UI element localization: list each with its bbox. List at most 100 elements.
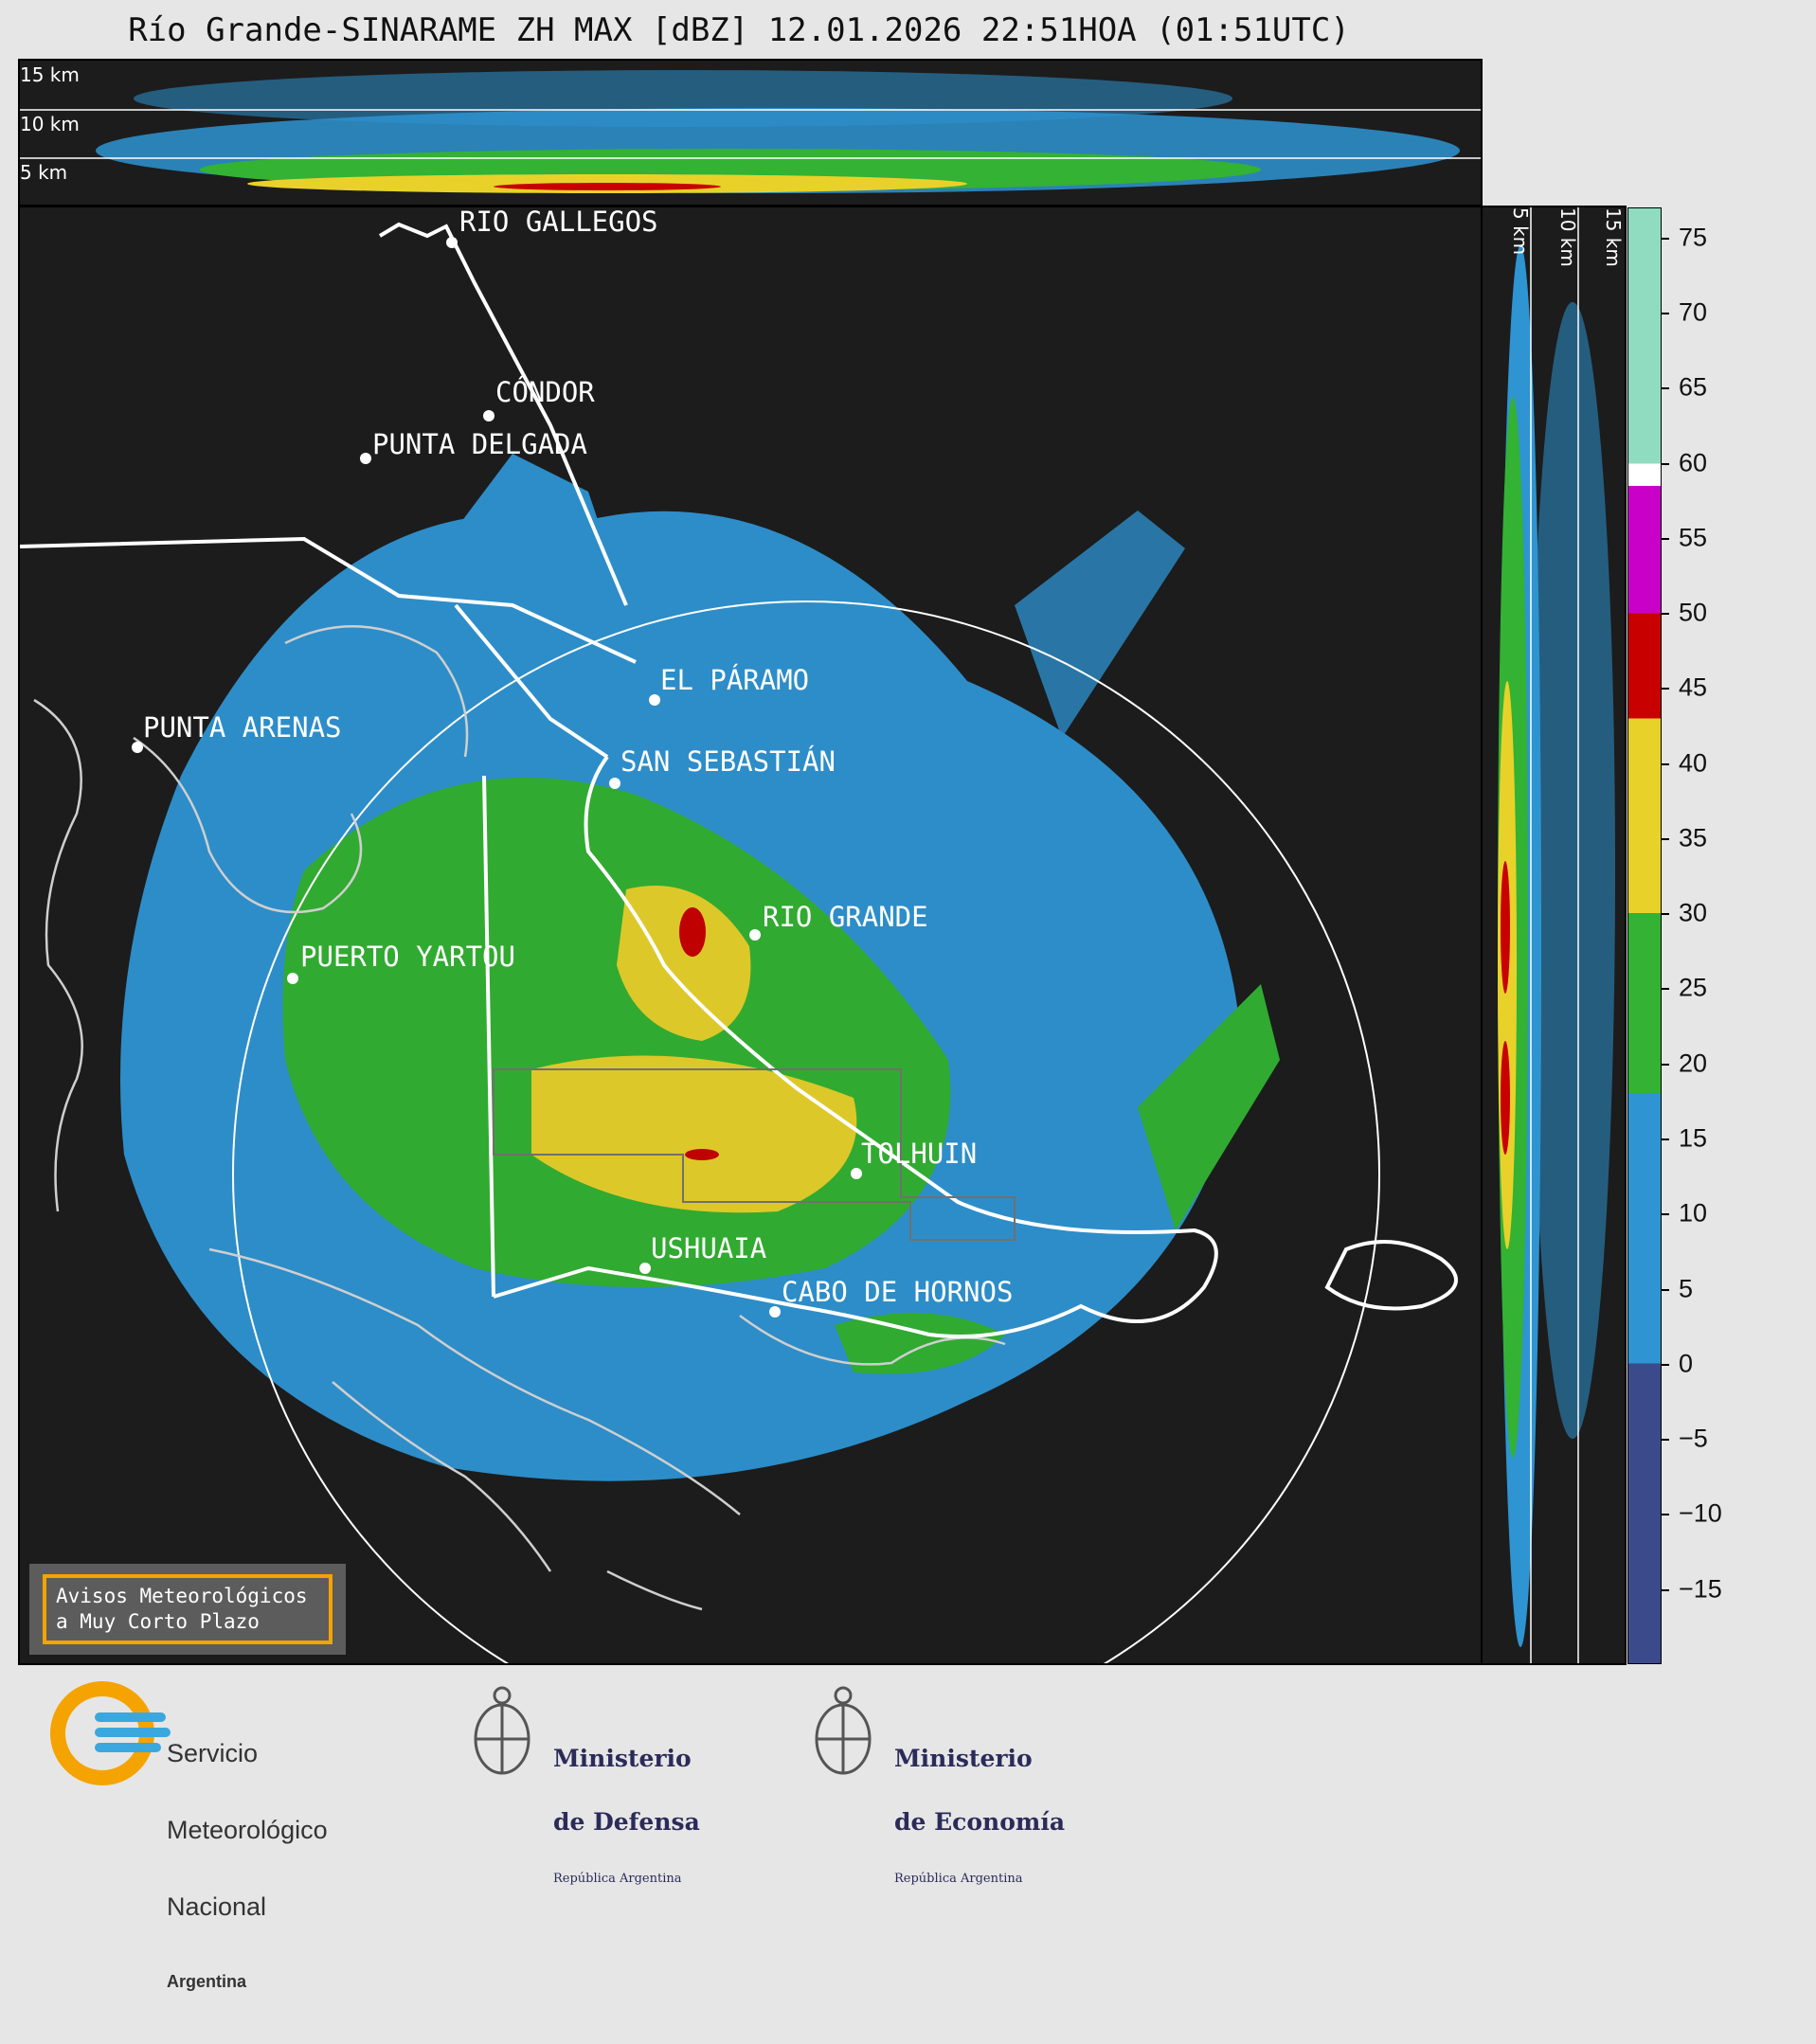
economia-line-1: Ministerio <box>894 1745 1033 1772</box>
defensa-line-1: Ministerio <box>553 1745 692 1772</box>
city-label-puerto-yartou: PUERTO YARTOU <box>300 941 515 973</box>
defensa-logo-text: Ministerio de Defensa República Argentin… <box>553 1709 700 1922</box>
top-cross-section-panel: 15 km 10 km 5 km <box>18 59 1483 206</box>
defensa-line-3: República Argentina <box>553 1872 682 1886</box>
city-dot-rio-gallegos <box>446 237 458 248</box>
side-height-label-10km: 10 km <box>1556 207 1579 267</box>
colorbar-tick-mark <box>1662 613 1669 616</box>
colorbar-tick-label: 60 <box>1679 448 1708 477</box>
colorbar-tick-mark <box>1662 1588 1669 1591</box>
height-label-10km: 10 km <box>20 113 80 135</box>
city-label-tolhuin: TOLHUIN <box>861 1138 978 1170</box>
smn-line-4: Argentina <box>167 1972 247 1991</box>
side-height-label-15km: 15 km <box>1602 207 1625 267</box>
colorbar-tick-label: 30 <box>1679 898 1708 927</box>
city-label-el-paramo: EL PÁRAMO <box>660 664 810 696</box>
colorbar-tick-mark <box>1662 462 1669 465</box>
city-dot-cabo-de-hornos <box>769 1306 781 1318</box>
radar-reflectivity-map <box>20 222 1458 1663</box>
colorbar-tick-mark <box>1662 1288 1669 1291</box>
economia-line-3: República Argentina <box>894 1872 1023 1886</box>
colorbar-tick-label: 10 <box>1679 1198 1708 1228</box>
colorbar-tick-mark <box>1662 1363 1669 1366</box>
smn-logo-mark <box>50 1681 171 1785</box>
colorbar-tick-mark <box>1662 837 1669 840</box>
city-label-punta-delgada: PUNTA DELGADA <box>372 428 587 460</box>
radar-map-panel: RIO GALLEGOS CÓNDOR PUNTA DELGADA EL PÁR… <box>18 206 1483 1665</box>
colorbar-tick-mark <box>1662 1139 1669 1141</box>
economia-coat-of-arms <box>815 1686 872 1775</box>
colorbar-tick-label: 35 <box>1679 823 1708 852</box>
city-dot-rio-grande <box>749 929 761 941</box>
city-label-punta-arenas: PUNTA ARENAS <box>143 711 342 744</box>
city-dot-punta-delgada <box>360 453 371 464</box>
city-dot-condor <box>483 410 494 421</box>
smn-line-2: Meteorológico <box>167 1816 328 1844</box>
top-cross-section-echoes <box>20 70 1481 193</box>
colorbar-tick-mark <box>1662 312 1669 314</box>
colorbar-tick-label: 55 <box>1679 523 1708 552</box>
height-label-5km: 5 km <box>20 161 68 184</box>
reflectivity-echoes <box>120 454 1280 1481</box>
side-cross-section-echoes <box>1498 207 1615 1663</box>
logo-graphics <box>50 1681 872 1785</box>
notice-box: Avisos Meteorológicos a Muy Corto Plazo <box>29 1564 346 1655</box>
colorbar-tick-mark <box>1662 387 1669 390</box>
map-title: Río Grande-SINARAME ZH MAX [dBZ] 12.01.2… <box>128 11 1350 49</box>
city-label-san-sebastian: SAN SEBASTIÁN <box>620 745 836 778</box>
city-label-cabo-de-hornos: CABO DE HORNOS <box>782 1276 1014 1308</box>
colorbar-tick-label: −15 <box>1679 1574 1722 1604</box>
city-label-ushuaia: USHUAIA <box>651 1232 767 1264</box>
colorbar-tick-mark <box>1662 1213 1669 1216</box>
colorbar-tick-mark <box>1662 988 1669 991</box>
smn-line-3: Nacional <box>167 1892 267 1921</box>
notice-line-1: Avisos Meteorológicos <box>56 1585 308 1607</box>
colorbar-tick-mark <box>1662 1063 1669 1066</box>
colorbar-tick-label: 15 <box>1679 1123 1708 1153</box>
colorbar-tick-mark <box>1662 1439 1669 1442</box>
city-dot-punta-arenas <box>132 742 143 753</box>
side-cross-section-panel: 5 km 10 km 15 km <box>1481 206 1627 1665</box>
borders <box>20 222 1458 1338</box>
colorbar-tick-label: 40 <box>1679 748 1708 778</box>
colorbar-tick-mark <box>1662 688 1669 690</box>
colorbar-tick-label: 65 <box>1679 372 1708 402</box>
colorbar-tick-label: −10 <box>1679 1498 1722 1528</box>
colorbar-tick-label: 0 <box>1679 1349 1694 1378</box>
colorbar-tick-mark <box>1662 762 1669 765</box>
colorbar-tick-mark <box>1662 913 1669 916</box>
colorbar-tick-label: −5 <box>1679 1424 1708 1453</box>
notice-box-frame: Avisos Meteorológicos a Muy Corto Plazo <box>43 1574 333 1644</box>
colorbar-tick-label: 75 <box>1679 223 1708 252</box>
city-dot-tolhuin <box>851 1168 862 1179</box>
city-label-rio-gallegos: RIO GALLEGOS <box>459 206 658 238</box>
logos-footer: Servicio Meteorológico Nacional Argentin… <box>0 1667 1816 1991</box>
city-dot-puerto-yartou <box>287 973 298 984</box>
city-dot-ushuaia <box>639 1263 651 1274</box>
colorbar-tick-label: 25 <box>1679 973 1708 1002</box>
smn-line-1: Servicio <box>167 1739 259 1767</box>
notice-line-2: a Muy Corto Plazo <box>56 1610 260 1633</box>
city-label-condor: CÓNDOR <box>495 376 595 408</box>
city-dot-el-paramo <box>649 694 660 706</box>
defensa-coat-of-arms <box>474 1686 530 1775</box>
height-label-15km: 15 km <box>20 63 80 86</box>
defensa-line-2: de Defensa <box>553 1808 700 1836</box>
colorbar-tick-label: 5 <box>1679 1274 1694 1303</box>
city-dot-san-sebastian <box>609 778 620 789</box>
range-ring <box>232 601 1380 1663</box>
colorbar-tick-label: 70 <box>1679 297 1708 327</box>
colorbar-tick-label: 50 <box>1679 598 1708 627</box>
colorbar-tick-label: 45 <box>1679 672 1708 702</box>
colorbar-tick-mark <box>1662 1514 1669 1516</box>
colorbar-tick-mark <box>1662 537 1669 540</box>
economia-line-2: de Economía <box>894 1808 1066 1836</box>
dbz-colorbar <box>1627 207 1662 1664</box>
smn-logo-text: Servicio Meteorológico Nacional Argentin… <box>167 1690 328 2043</box>
economia-logo-text: Ministerio de Economía República Argenti… <box>894 1709 1065 1922</box>
colorbar-tick-label: 20 <box>1679 1049 1708 1078</box>
colorbar-tick-mark <box>1662 237 1669 240</box>
department-boundary <box>493 1068 1016 1241</box>
side-height-label-5km: 5 km <box>1509 207 1532 256</box>
colorbar-ticks: 75 70 65 60 55 50 45 40 35 30 25 20 15 10 5 0 −5 −10 −15 <box>1662 207 1775 1664</box>
